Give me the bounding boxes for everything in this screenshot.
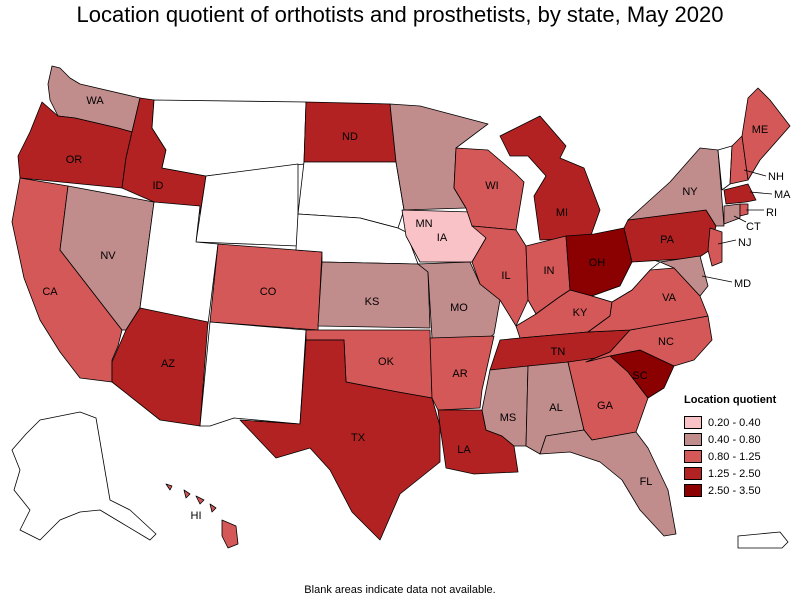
state-ny[interactable] [627, 147, 725, 227]
label-sc: SC [632, 370, 647, 382]
legend-item-2: 0.40 - 0.80 [684, 431, 796, 448]
label-ca: CA [42, 286, 58, 298]
legend-label-4: 1.25 - 2.50 [708, 467, 761, 480]
label-la: LA [457, 444, 471, 456]
label-nh: NH [768, 171, 784, 183]
state-me[interactable] [741, 87, 791, 181]
state-ma[interactable] [723, 183, 757, 205]
label-or: OR [66, 154, 83, 166]
legend-swatch-3 [684, 450, 702, 463]
state-nc[interactable] [585, 315, 713, 367]
label-va: VA [662, 292, 677, 304]
state-pr[interactable] [737, 531, 789, 549]
state-tx[interactable] [239, 339, 441, 541]
leader-ma [749, 191, 773, 195]
legend-item-4: 1.25 - 2.50 [684, 465, 796, 482]
leader-nh [743, 169, 767, 177]
state-ct[interactable] [723, 203, 741, 225]
state-mt[interactable] [151, 99, 307, 177]
legend-label-5: 2.50 - 3.50 [708, 484, 761, 497]
label-id: ID [153, 180, 164, 192]
legend-swatch-1 [684, 416, 702, 429]
legend-item-5: 2.50 - 3.50 [684, 482, 796, 499]
label-wi: WI [485, 180, 498, 192]
label-oh: OH [589, 257, 606, 269]
state-az[interactable] [111, 307, 209, 427]
legend-swatch-4 [684, 467, 702, 480]
label-nc: NC [658, 336, 674, 348]
label-ky: KY [573, 307, 588, 319]
map-legend: Location quotient 0.20 - 0.40 0.40 - 0.8… [684, 394, 796, 499]
label-me: ME [752, 124, 769, 136]
state-hi[interactable] [165, 483, 239, 549]
label-ok: OK [378, 356, 395, 368]
legend-label-2: 0.40 - 0.80 [708, 433, 761, 446]
state-ar[interactable] [429, 335, 495, 411]
label-tn: TN [551, 346, 566, 358]
state-nj[interactable] [707, 227, 723, 267]
legend-swatch-2 [684, 433, 702, 446]
state-md[interactable] [659, 255, 709, 297]
label-tx: TX [351, 432, 366, 444]
label-mo: MO [450, 302, 468, 314]
legend-swatch-5 [684, 484, 702, 497]
state-ri[interactable] [739, 203, 749, 217]
label-ga: GA [597, 400, 614, 412]
state-nm[interactable] [199, 321, 307, 427]
label-wa: WA [86, 95, 104, 107]
label-ct: CT [746, 221, 761, 233]
legend-label-3: 0.80 - 1.25 [708, 450, 761, 463]
label-md: MD [734, 278, 751, 290]
legend-item-1: 0.20 - 0.40 [684, 414, 796, 431]
state-il[interactable] [471, 225, 529, 327]
label-ar: AR [452, 368, 467, 380]
label-nd: ND [342, 131, 358, 143]
label-ia: IA [437, 232, 448, 244]
leader-ct [733, 215, 747, 223]
legend-label-1: 0.20 - 0.40 [708, 416, 761, 429]
state-fl[interactable] [539, 429, 677, 537]
legend-title: Location quotient [684, 394, 777, 406]
label-hi: HI [191, 510, 202, 522]
label-mi: MI [556, 207, 568, 219]
label-ri: RI [766, 207, 777, 219]
label-ks: KS [365, 296, 380, 308]
label-fl: FL [640, 476, 653, 488]
label-nv: NV [100, 250, 116, 262]
label-al: AL [549, 402, 562, 414]
footnote: Blank areas indicate data not available. [304, 584, 496, 596]
label-nj: NJ [738, 237, 751, 249]
state-mo[interactable] [417, 261, 501, 343]
label-ny: NY [682, 186, 698, 198]
leader-nj [717, 239, 737, 245]
state-ks[interactable] [317, 261, 431, 329]
label-il: IL [501, 270, 510, 282]
label-mn: MN [415, 218, 432, 230]
map-title: Location quotient of orthotists and pros… [76, 2, 724, 27]
state-ak[interactable] [11, 411, 157, 541]
label-co: CO [260, 286, 277, 298]
label-az: AZ [161, 358, 175, 370]
label-pa: PA [660, 234, 675, 246]
state-wy[interactable] [195, 163, 299, 247]
legend-item-3: 0.80 - 1.25 [684, 448, 796, 465]
label-ma: MA [774, 189, 791, 201]
leader-md [701, 275, 733, 283]
label-ms: MS [500, 412, 517, 424]
label-in: IN [544, 265, 555, 277]
